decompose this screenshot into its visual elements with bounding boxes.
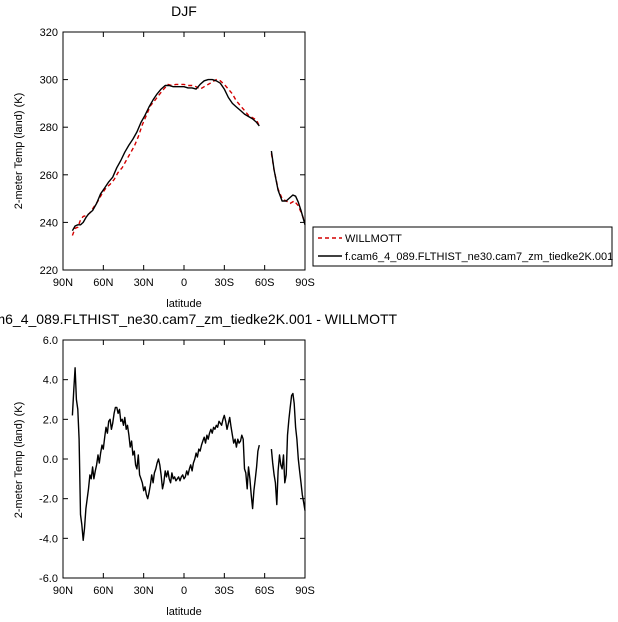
legend-label-model: f.cam6_4_089.FLTHIST_ne30.cam7_zm_tiedke…: [345, 251, 613, 263]
top-axis-ticks: 90N 60N 30N 0 30S 60S 90S 220 240 260 280 300 320: [40, 27, 315, 289]
top-y-tick-label: 220: [40, 265, 58, 277]
bottom-axis-ticks: 90N 60N 30N 0 30S 60S 90S -6.0 -4.0 -2.0 0.0 2.0 4.0…: [39, 335, 315, 597]
bottom-y-tick-label: 0.0: [43, 454, 58, 466]
bottom-x-tick-label: 30S: [215, 585, 235, 597]
legend: WILLMOTT f.cam6_4_089.FLTHIST_ne30.cam7_…: [312, 226, 613, 267]
bottom-series-group: [71, 367, 306, 541]
bottom-y-tick-label: -4.0: [39, 533, 58, 545]
bottom-x-tick-label: 90S: [295, 585, 315, 597]
top-series-line-1: [71, 78, 260, 232]
bottom-y-tick-label: -6.0: [39, 573, 58, 585]
top-series-line-0: [270, 153, 306, 223]
bottom-y-tick-label: 4.0: [43, 375, 58, 387]
top-plot-frame: [62, 31, 306, 271]
top-x-tick-label: 90S: [295, 277, 315, 289]
top-x-tick-label: 30S: [215, 277, 235, 289]
top-y-tick-label: 260: [40, 170, 58, 182]
top-y-tick-label: 280: [40, 122, 58, 134]
top-x-tick-label: 0: [181, 277, 187, 289]
bottom-y-tick-label: 2.0: [43, 414, 58, 426]
top-series-group: [71, 78, 306, 236]
bottom-plot-frame: [62, 339, 306, 579]
top-x-tick-label: 60S: [255, 277, 275, 289]
legend-box: [312, 226, 613, 267]
bottom-series-line-0: [71, 367, 260, 541]
top-y-tick-label: 300: [40, 75, 58, 87]
bottom-x-tick-label: 0: [181, 585, 187, 597]
bottom-x-tick-label: 90N: [53, 585, 73, 597]
top-panel: DJF 2-meter Temp (land) (K) latitude 90N…: [13, 3, 315, 310]
top-x-tick-label: 60N: [93, 277, 113, 289]
bottom-y-tick-label: 6.0: [43, 335, 58, 347]
bottom-y-tick-label: -2.0: [39, 494, 58, 506]
bottom-x-tick-label: 60N: [93, 585, 113, 597]
top-x-tick-label: 90N: [53, 277, 73, 289]
top-series-line-1: [270, 150, 306, 225]
bottom-x-tick-label: 60S: [255, 585, 275, 597]
bottom-x-tick-label: 30N: [134, 585, 154, 597]
top-x-tick-label: 30N: [134, 277, 154, 289]
legend-label-willmott: WILLMOTT: [345, 233, 402, 245]
top-series-line-0: [71, 78, 260, 236]
bottom-x-axis-label: latitude: [166, 606, 201, 618]
top-x-axis-label: latitude: [166, 298, 201, 310]
bottom-series-line-0: [270, 392, 306, 511]
bottom-y-axis-label: 2-meter Temp (land) (K): [13, 402, 25, 519]
top-chart-title: DJF: [171, 3, 197, 19]
top-y-axis-label: 2-meter Temp (land) (K): [13, 93, 25, 210]
top-y-tick-label: 240: [40, 217, 58, 229]
top-y-tick-label: 320: [40, 27, 58, 39]
bottom-chart-title: f.cam6_4_089.FLTHIST_ne30.cam7_zm_tiedke…: [0, 311, 398, 327]
bottom-panel: f.cam6_4_089.FLTHIST_ne30.cam7_zm_tiedke…: [0, 311, 398, 618]
